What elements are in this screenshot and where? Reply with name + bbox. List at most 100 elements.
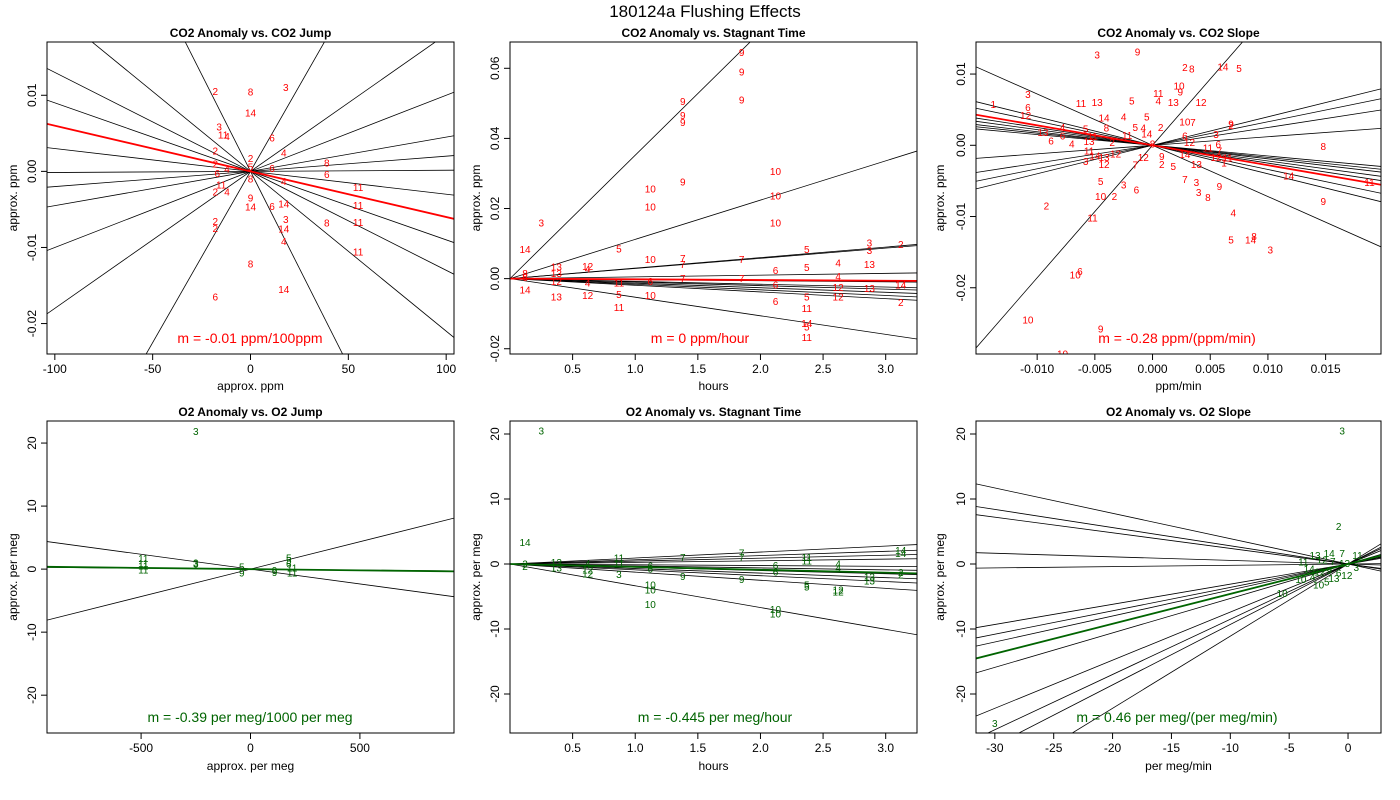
data-point-label: 3 <box>193 558 199 569</box>
x-tick-label: 3.0 <box>877 362 894 376</box>
data-point-label: 11 <box>614 303 625 314</box>
data-point-label: 11 <box>353 218 364 229</box>
data-point-label: 2 <box>1159 160 1165 171</box>
x-axis-label: approx. ppm <box>217 379 284 393</box>
data-point-label: 10 <box>770 219 782 230</box>
fit-lines <box>47 517 454 621</box>
data-point-label: 13 <box>551 558 563 569</box>
data-point-label: 4 <box>281 237 287 248</box>
y-tick-label: 0.06 <box>488 56 502 80</box>
fit-lines <box>976 42 1381 349</box>
data-point-label: 2 <box>212 146 218 157</box>
y-tick-label: 20 <box>954 427 968 441</box>
data-point-label: 12 <box>582 569 594 580</box>
mean-fit-line <box>976 113 1381 186</box>
x-tick-label: 0 <box>1345 741 1352 755</box>
data-point-label: 4 <box>585 264 591 275</box>
data-point-label: 7 <box>1339 549 1345 560</box>
regression-line <box>976 66 1381 248</box>
data-point-label: 3 <box>867 246 873 257</box>
data-point-label: 9 <box>739 67 745 78</box>
data-point-label: 9 <box>680 178 686 189</box>
fit-lines <box>510 544 917 636</box>
x-tick-label: -5 <box>1284 741 1295 755</box>
data-point-label: 6 <box>1060 132 1066 143</box>
data-point-label: 6 <box>269 133 275 144</box>
regression-line <box>976 563 1381 569</box>
x-axis-label: hours <box>698 759 728 773</box>
y-tick-label: -20 <box>25 686 39 704</box>
regression-line <box>510 42 751 279</box>
regression-line <box>976 42 1244 349</box>
regression-line <box>986 548 1381 733</box>
data-point-label: 3 <box>1121 181 1127 192</box>
x-tick-label: -50 <box>144 362 162 376</box>
y-axis: -20 -10 0 10 20 <box>488 427 510 703</box>
y-tick-label: 20 <box>488 427 502 441</box>
data-point-label: 11 <box>1222 154 1233 165</box>
data-point-label: 13 <box>551 293 563 304</box>
data-point-label: 6 <box>286 560 292 571</box>
regression-line <box>976 556 1381 647</box>
panel-title: O2 Anomaly vs. Stagnant Time <box>626 405 802 419</box>
data-point-label: 12 <box>582 565 594 576</box>
regression-line <box>510 563 917 567</box>
data-point-label: 11 <box>1087 132 1098 143</box>
data-point-label: 6 <box>269 202 275 213</box>
data-point-label: 5 <box>1144 112 1150 123</box>
x-axis-label: hours <box>698 379 728 393</box>
data-point-label: 12 <box>582 291 594 302</box>
data-point-label: 9 <box>680 118 686 129</box>
data-point-label: 5 <box>616 244 622 255</box>
data-point-label: 2 <box>522 562 528 573</box>
data-point-label: 14 <box>278 225 290 236</box>
data-point-label: 9 <box>739 95 745 106</box>
panel-title: O2 Anomaly vs. O2 Slope <box>1106 405 1251 419</box>
data-point-label: 14 <box>1324 549 1336 560</box>
x-axis: 0.5 1.0 1.5 2.0 2.5 3.0 <box>564 354 894 376</box>
data-point-label: 2 <box>898 571 904 582</box>
regression-line <box>976 127 1381 159</box>
data-point-label: 14 <box>245 203 257 214</box>
regression-line <box>510 245 917 280</box>
data-point-label: 5 <box>1083 124 1089 135</box>
data-point-label: 10 <box>770 192 782 203</box>
data-point-label: 11 <box>287 563 298 574</box>
data-point-label: 10 <box>1313 580 1325 591</box>
data-point-label: 4 <box>281 177 287 188</box>
data-point-label: 6 <box>1048 137 1054 148</box>
plot-frame <box>975 41 1382 355</box>
data-point-label: 5 <box>804 293 810 304</box>
data-point-label: 14 <box>1141 129 1153 140</box>
y-tick-label: 10 <box>488 492 502 506</box>
data-point-label: 11 <box>353 201 364 212</box>
data-point-label: 4 <box>1141 124 1147 135</box>
x-tick-label: 2.5 <box>815 741 832 755</box>
data-point-label: 2 <box>898 240 904 251</box>
x-tick-label: 100 <box>436 362 456 376</box>
data-point-label: 5 <box>1324 578 1330 589</box>
data-point-label: 11 <box>802 553 813 564</box>
data-point-label: 10 <box>645 580 657 591</box>
data-point-label: 10 <box>770 605 782 616</box>
data-point-label: 13 <box>1328 574 1340 585</box>
fit-lines <box>47 42 454 354</box>
data-point-label: 10 <box>1070 270 1082 281</box>
data-point-label: 14 <box>245 108 257 119</box>
data-point-label: 12 <box>1099 160 1111 171</box>
data-point-label: 8 <box>248 174 254 185</box>
data-point-label: 4 <box>281 149 287 160</box>
data-point-label: 13 <box>864 573 876 584</box>
y-tick-label: -0.01 <box>25 233 39 261</box>
data-point-label: 10 <box>1277 589 1289 600</box>
data-point-label: 6 <box>269 164 275 175</box>
data-point-label: 14 <box>1245 236 1257 247</box>
data-point-label: 5 <box>286 556 292 567</box>
x-tick-label: -0.005 <box>1078 362 1112 376</box>
data-point-label: 14 <box>519 245 531 256</box>
data-point-label: 6 <box>1216 140 1222 151</box>
data-point-label: 4 <box>835 560 841 571</box>
y-tick-label: -10 <box>954 620 968 638</box>
x-tick-label: -25 <box>1045 741 1063 755</box>
regression-line <box>510 563 917 636</box>
